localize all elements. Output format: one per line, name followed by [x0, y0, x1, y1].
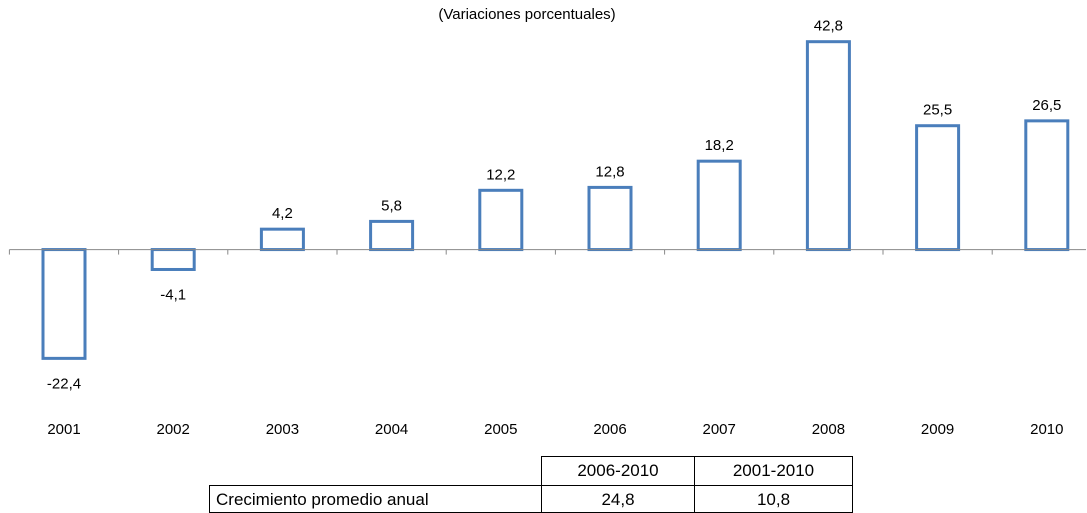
table-header-cell: 2001-2010 — [694, 456, 853, 486]
value-label: 42,8 — [814, 18, 843, 35]
bar — [369, 219, 415, 252]
value-label: -4,1 — [160, 286, 186, 303]
value-label: 5,8 — [381, 197, 402, 214]
x-tick-label: 2007 — [703, 421, 736, 438]
value-label: -22,4 — [47, 375, 81, 392]
x-tick-label: 2010 — [1030, 421, 1063, 438]
x-tick-label: 2004 — [375, 421, 408, 438]
x-tick-label: 2006 — [593, 421, 626, 438]
x-tick-label: 2009 — [921, 421, 954, 438]
bar — [259, 227, 305, 252]
value-label: 25,5 — [923, 102, 952, 119]
x-tick-label: 2002 — [157, 421, 190, 438]
bar — [150, 248, 196, 271]
bar — [587, 185, 633, 252]
bar — [41, 248, 87, 360]
value-label: 26,5 — [1032, 97, 1061, 114]
bar — [478, 188, 524, 252]
value-label: 4,2 — [272, 205, 293, 222]
x-tick-label: 2005 — [484, 421, 517, 438]
chart-subtitle: (Variaciones porcentuales) — [438, 6, 615, 23]
x-tick-label: 2008 — [812, 421, 845, 438]
x-tick-label: 2001 — [47, 421, 80, 438]
bar — [805, 40, 851, 252]
table-cell: 24,8 — [541, 485, 695, 513]
table-header-cell: 2006-2010 — [541, 456, 695, 486]
table-cell: 10,8 — [694, 485, 853, 513]
value-label: 12,8 — [595, 163, 624, 180]
bar — [696, 159, 742, 252]
chart: (Variaciones porcentuales) -22,4 2001 -4,1… — [8, 6, 1086, 438]
value-label: 18,2 — [705, 137, 734, 154]
bar — [1024, 119, 1070, 252]
table-row-label: Crecimiento promedio anual — [209, 485, 542, 513]
x-tick-label: 2003 — [266, 421, 299, 438]
value-label: 12,2 — [486, 166, 515, 183]
bar — [915, 124, 961, 252]
